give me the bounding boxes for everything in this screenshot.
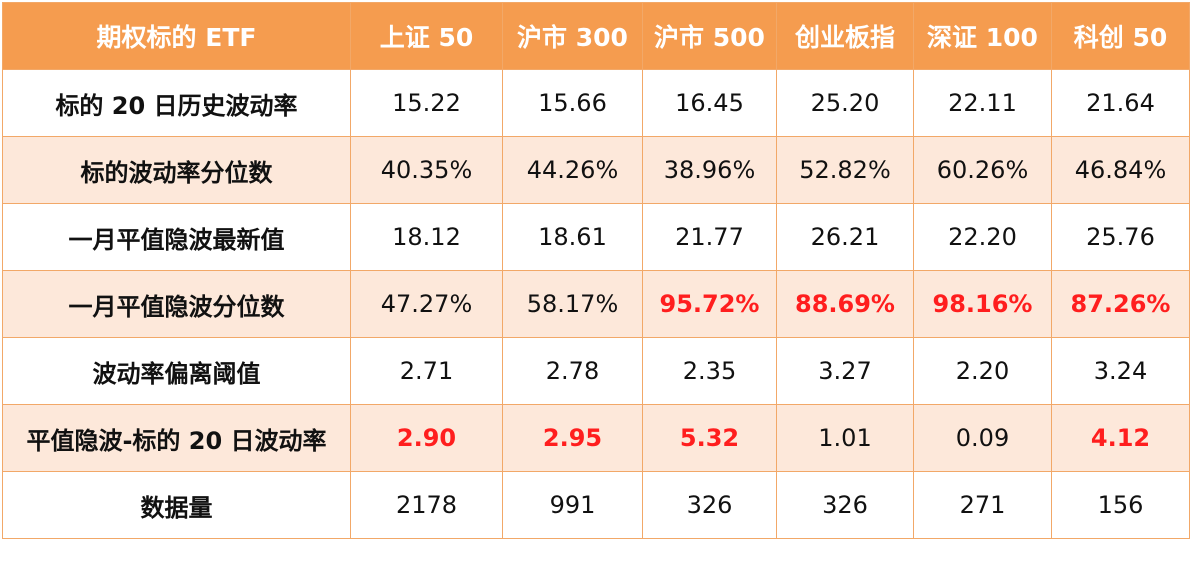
table-cell: 156 bbox=[1051, 471, 1190, 539]
header-sse-50: 上证 50 bbox=[350, 2, 503, 70]
table-row: 平值隐波-标的 20 日波动率 2.90 2.95 5.32 1.01 0.09… bbox=[2, 404, 1190, 472]
row-label: 平值隐波-标的 20 日波动率 bbox=[2, 404, 351, 472]
header-star-50: 科创 50 bbox=[1051, 2, 1190, 70]
table-cell: 16.45 bbox=[642, 69, 777, 137]
table-cell-highlight: 4.12 bbox=[1051, 404, 1190, 472]
table-row: 波动率偏离阈值 2.71 2.78 2.35 3.27 2.20 3.24 bbox=[2, 337, 1190, 405]
table-row: 标的 20 日历史波动率 15.22 15.66 16.45 25.20 22.… bbox=[2, 69, 1190, 137]
table-row: 一月平值隐波最新值 18.12 18.61 21.77 26.21 22.20 … bbox=[2, 203, 1190, 271]
table-cell: 22.20 bbox=[913, 203, 1052, 271]
table-cell: 38.96% bbox=[642, 136, 777, 204]
table-cell: 25.20 bbox=[776, 69, 914, 137]
table-cell: 40.35% bbox=[350, 136, 503, 204]
table-cell: 18.12 bbox=[350, 203, 503, 271]
row-label: 波动率偏离阈值 bbox=[2, 337, 351, 405]
table-cell: 22.11 bbox=[913, 69, 1052, 137]
row-label: 数据量 bbox=[2, 471, 351, 539]
table-cell: 25.76 bbox=[1051, 203, 1190, 271]
header-row: 期权标的 ETF 上证 50 沪市 300 沪市 500 创业板指 深证 100… bbox=[2, 2, 1190, 70]
table-cell: 44.26% bbox=[502, 136, 643, 204]
table-cell: 15.22 bbox=[350, 69, 503, 137]
table-cell: 21.64 bbox=[1051, 69, 1190, 137]
table-cell: 326 bbox=[776, 471, 914, 539]
row-label: 标的波动率分位数 bbox=[2, 136, 351, 204]
table-cell: 271 bbox=[913, 471, 1052, 539]
table-cell: 3.27 bbox=[776, 337, 914, 405]
table-cell: 1.01 bbox=[776, 404, 914, 472]
table-cell: 0.09 bbox=[913, 404, 1052, 472]
table-row: 一月平值隐波分位数 47.27% 58.17% 95.72% 88.69% 98… bbox=[2, 270, 1190, 338]
row-label: 标的 20 日历史波动率 bbox=[2, 69, 351, 137]
table-cell: 15.66 bbox=[502, 69, 643, 137]
table-cell: 47.27% bbox=[350, 270, 503, 338]
table-cell: 46.84% bbox=[1051, 136, 1190, 204]
table-cell-highlight: 95.72% bbox=[642, 270, 777, 338]
table-row: 数据量 2178 991 326 326 271 156 bbox=[2, 471, 1190, 539]
header-sh-500: 沪市 500 bbox=[642, 2, 777, 70]
table-cell-highlight: 5.32 bbox=[642, 404, 777, 472]
table-cell: 2.35 bbox=[642, 337, 777, 405]
table-cell: 2.71 bbox=[350, 337, 503, 405]
header-underlying-etf: 期权标的 ETF bbox=[2, 2, 351, 70]
table-cell: 2178 bbox=[350, 471, 503, 539]
header-szse-100: 深证 100 bbox=[913, 2, 1052, 70]
table-cell-highlight: 98.16% bbox=[913, 270, 1052, 338]
etf-volatility-table: 期权标的 ETF 上证 50 沪市 300 沪市 500 创业板指 深证 100… bbox=[2, 2, 1190, 539]
table-cell: 21.77 bbox=[642, 203, 777, 271]
table-cell: 2.20 bbox=[913, 337, 1052, 405]
table-cell-highlight: 87.26% bbox=[1051, 270, 1190, 338]
row-label: 一月平值隐波分位数 bbox=[2, 270, 351, 338]
header-sh-300: 沪市 300 bbox=[502, 2, 643, 70]
table-cell: 991 bbox=[502, 471, 643, 539]
table-cell-highlight: 88.69% bbox=[776, 270, 914, 338]
table-cell: 58.17% bbox=[502, 270, 643, 338]
header-chinext: 创业板指 bbox=[776, 2, 914, 70]
table-row: 标的波动率分位数 40.35% 44.26% 38.96% 52.82% 60.… bbox=[2, 136, 1190, 204]
table-cell: 52.82% bbox=[776, 136, 914, 204]
table-cell-highlight: 2.90 bbox=[350, 404, 503, 472]
table-cell: 326 bbox=[642, 471, 777, 539]
table-cell: 18.61 bbox=[502, 203, 643, 271]
table-cell-highlight: 2.95 bbox=[502, 404, 643, 472]
table-cell: 60.26% bbox=[913, 136, 1052, 204]
row-label: 一月平值隐波最新值 bbox=[2, 203, 351, 271]
table-cell: 26.21 bbox=[776, 203, 914, 271]
table-cell: 2.78 bbox=[502, 337, 643, 405]
table-cell: 3.24 bbox=[1051, 337, 1190, 405]
